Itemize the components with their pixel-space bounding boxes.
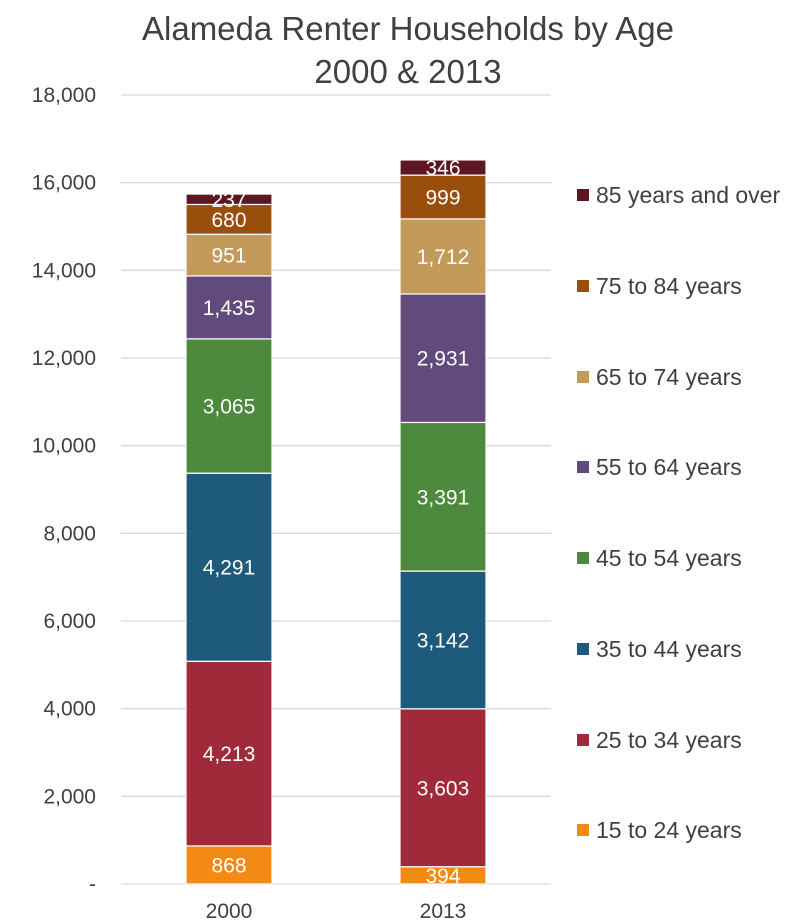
y-tick-label: - xyxy=(89,873,96,896)
legend-label: 45 to 54 years xyxy=(596,545,742,571)
bar-segment xyxy=(399,293,487,424)
data-label: 3,391 xyxy=(417,486,470,509)
bar-segment xyxy=(185,660,273,847)
data-label: 868 xyxy=(211,854,246,877)
legend-swatch xyxy=(577,643,589,655)
legend-swatch xyxy=(577,461,589,473)
legend-swatch xyxy=(577,734,589,746)
legend-swatch xyxy=(577,371,589,383)
legend-label: 25 to 34 years xyxy=(596,727,742,753)
legend-swatch xyxy=(577,280,589,292)
y-tick-label: 10,000 xyxy=(32,435,96,458)
data-label: 3,142 xyxy=(417,629,470,652)
bar-segment xyxy=(185,338,273,474)
bar-segment xyxy=(185,275,273,340)
y-tick-label: 14,000 xyxy=(32,259,96,282)
legend: 15 to 24 years 25 to 34 years 35 to 44 yea… xyxy=(577,182,780,843)
x-tick-label: 2000 xyxy=(206,900,253,923)
legend-label: 85 years and over xyxy=(596,182,780,208)
x-axis-categories: 2000 2013 xyxy=(206,900,467,923)
legend-swatch xyxy=(577,189,589,201)
y-tick-label: 12,000 xyxy=(32,347,96,370)
bar-segment xyxy=(185,233,273,277)
data-label: 951 xyxy=(211,245,246,268)
y-tick-label: 2,000 xyxy=(43,785,96,808)
bar-segment xyxy=(185,472,273,662)
x-tick-label: 2013 xyxy=(420,900,467,923)
data-label: 3,603 xyxy=(417,777,470,800)
legend-swatch xyxy=(577,824,589,836)
bar-segment xyxy=(399,421,487,572)
data-label: 999 xyxy=(425,187,460,210)
bar-segment xyxy=(399,218,487,295)
legend-label: 35 to 44 years xyxy=(596,636,742,662)
data-label: 237 xyxy=(211,189,246,212)
data-label: 4,291 xyxy=(203,557,256,580)
bar-segment xyxy=(399,708,487,868)
y-tick-label: 4,000 xyxy=(43,698,96,721)
bar-segment xyxy=(399,570,487,710)
y-tick-label: 8,000 xyxy=(43,522,96,545)
y-tick-label: 6,000 xyxy=(43,610,96,633)
bar-segment xyxy=(399,174,487,220)
legend-label: 75 to 84 years xyxy=(596,273,742,299)
chart-subtitle: 2000 & 2013 xyxy=(314,53,501,90)
bar-segment xyxy=(185,193,273,206)
legend-label: 15 to 24 years xyxy=(596,817,742,843)
data-label: 346 xyxy=(425,157,460,180)
data-label: 1,712 xyxy=(417,246,470,269)
data-label: 3,065 xyxy=(203,396,256,419)
data-label: 394 xyxy=(425,865,460,888)
bar-segment xyxy=(399,159,487,176)
legend-swatch xyxy=(577,552,589,564)
y-tick-label: 18,000 xyxy=(32,84,96,107)
data-label: 1,435 xyxy=(203,297,256,320)
y-axis-ticks: - 2,000 4,000 6,000 8,000 10,000 12,000 14,000 1… xyxy=(32,84,96,896)
y-tick-label: 16,000 xyxy=(32,172,96,195)
chart-title: Alameda Renter Households by Age xyxy=(142,10,674,47)
data-label: 4,213 xyxy=(203,743,256,766)
bar-segment xyxy=(185,203,273,235)
data-label: 2,931 xyxy=(417,348,470,371)
data-label: 680 xyxy=(211,209,246,232)
legend-label: 55 to 64 years xyxy=(596,454,742,480)
legend-label: 65 to 74 years xyxy=(596,364,742,390)
